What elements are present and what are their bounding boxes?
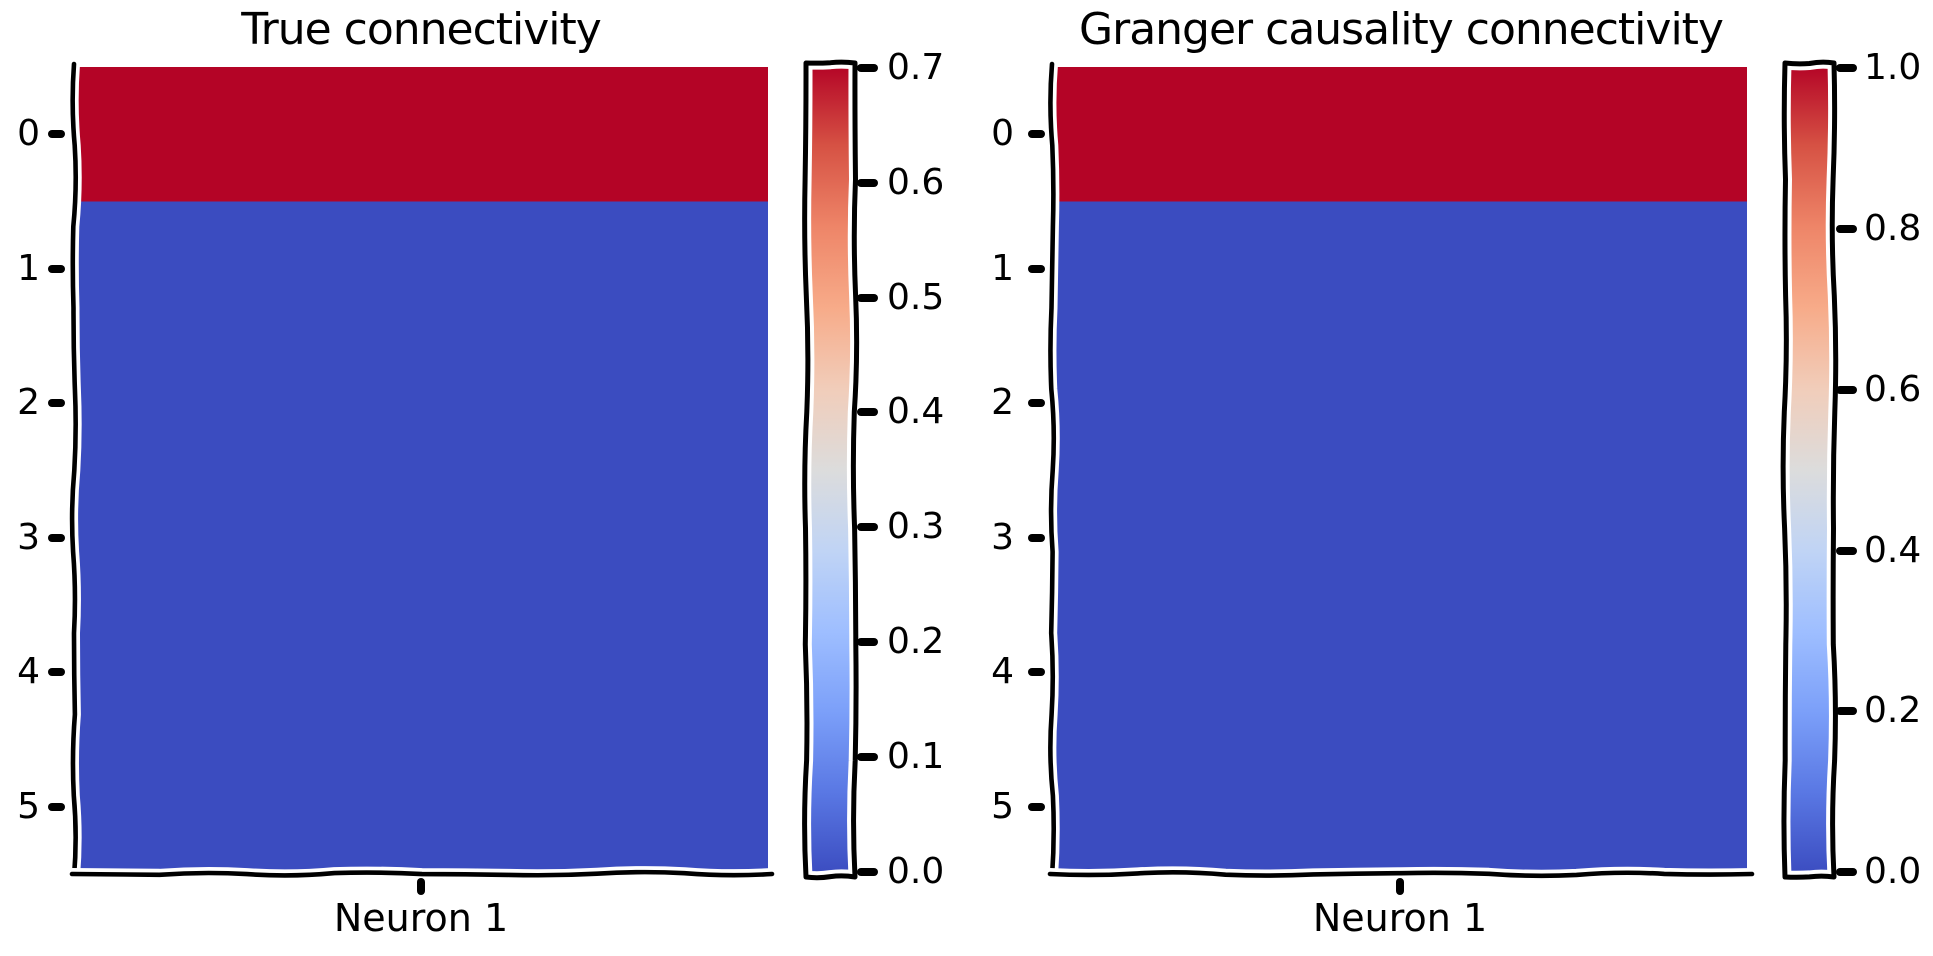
colorbar-tick-label: 0.3 — [887, 506, 945, 547]
colorbar-tick-label: 0.8 — [1864, 208, 1922, 249]
colorbar-tick-label: 1.0 — [1864, 47, 1922, 88]
y-tick-label: 4 — [991, 651, 1014, 692]
y-tick-label: 2 — [17, 382, 40, 423]
granger-causality-heatmap — [1055, 67, 1747, 875]
y-tick-label: 4 — [17, 651, 40, 692]
colorbar-tick-label: 0.6 — [1864, 369, 1922, 410]
colorbar-tick-label: 0.4 — [1864, 530, 1922, 571]
colorbar-tick-label: 0.0 — [1864, 851, 1922, 892]
x-axis-label-right: Neuron 1 — [1312, 896, 1488, 940]
colorbar-gradient-right — [1788, 65, 1831, 875]
colorbar-tick-label: 0.5 — [887, 277, 945, 318]
x-axis-label-left: Neuron 1 — [333, 896, 509, 940]
true-connectivity-heatmap — [75, 67, 768, 875]
y-tick-label: 2 — [991, 382, 1014, 423]
panel-title-left: True connectivity — [241, 4, 602, 55]
colorbar-tick-label: 0.0 — [887, 851, 945, 892]
panel-title-right: Granger causality connectivity — [1079, 4, 1724, 55]
colorbar-tick-label: 0.1 — [887, 736, 945, 777]
y-tick-label: 5 — [991, 786, 1014, 827]
colorbar-tick-label: 0.6 — [887, 162, 945, 203]
colorbar-tick-label: 0.2 — [887, 621, 945, 662]
colorbar-tick-label: 0.4 — [887, 391, 945, 432]
y-tick-label: 0 — [991, 113, 1014, 154]
y-tick-label: 3 — [991, 517, 1014, 558]
colorbar-tick-label: 0.2 — [1864, 690, 1922, 731]
y-tick-label: 0 — [17, 113, 40, 154]
y-tick-label: 3 — [17, 517, 40, 558]
y-tick-label: 1 — [991, 248, 1014, 289]
colorbar-gradient-left — [809, 65, 852, 875]
axes-spines-and-ticks — [48, 55, 1857, 895]
colorbar-tick-label: 0.7 — [887, 47, 945, 88]
y-tick-label: 1 — [17, 248, 40, 289]
y-tick-label: 5 — [17, 786, 40, 827]
